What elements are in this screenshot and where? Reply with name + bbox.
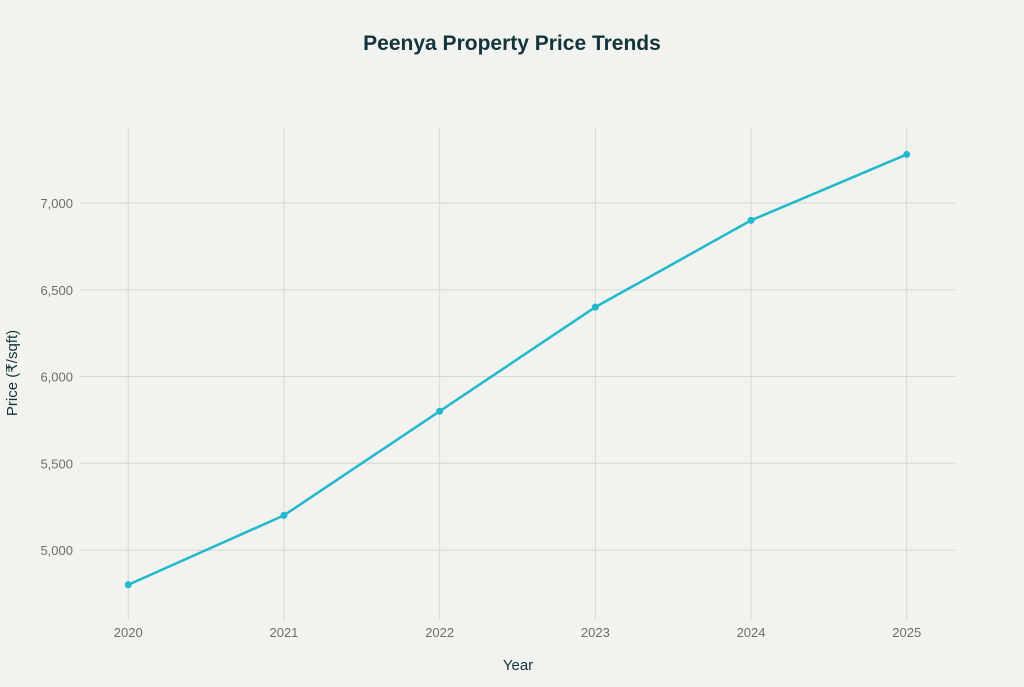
y-tick-label: 6,500 [40,283,73,298]
x-tick-label: 2020 [114,625,143,640]
data-point [747,216,755,224]
tick-labels: 5,000 5,500 6,000 6,500 7,000 2020 2021 2022 202… [40,196,921,640]
x-tick-label: 2021 [269,625,298,640]
x-tick-label: 2024 [737,625,766,640]
series-line [127,153,908,586]
data-point [903,150,911,158]
series [124,150,911,589]
y-tick-label: 5,500 [40,456,73,471]
data-point [124,581,132,589]
y-tick-label: 5,000 [40,543,73,558]
data-point [280,511,288,519]
chart-title: Peenya Property Price Trends [363,32,661,55]
data-point [591,303,599,311]
y-axis-label: Price (₹/sqft) [4,330,21,416]
y-tick-label: 6,000 [40,370,73,385]
x-tick-label: 2023 [581,625,610,640]
x-tick-label: 2025 [892,625,921,640]
y-tick-label: 7,000 [40,196,73,211]
grid [80,127,955,620]
x-axis-label: Year [503,657,533,674]
data-point [436,407,444,415]
x-tick-label: 2022 [425,625,454,640]
